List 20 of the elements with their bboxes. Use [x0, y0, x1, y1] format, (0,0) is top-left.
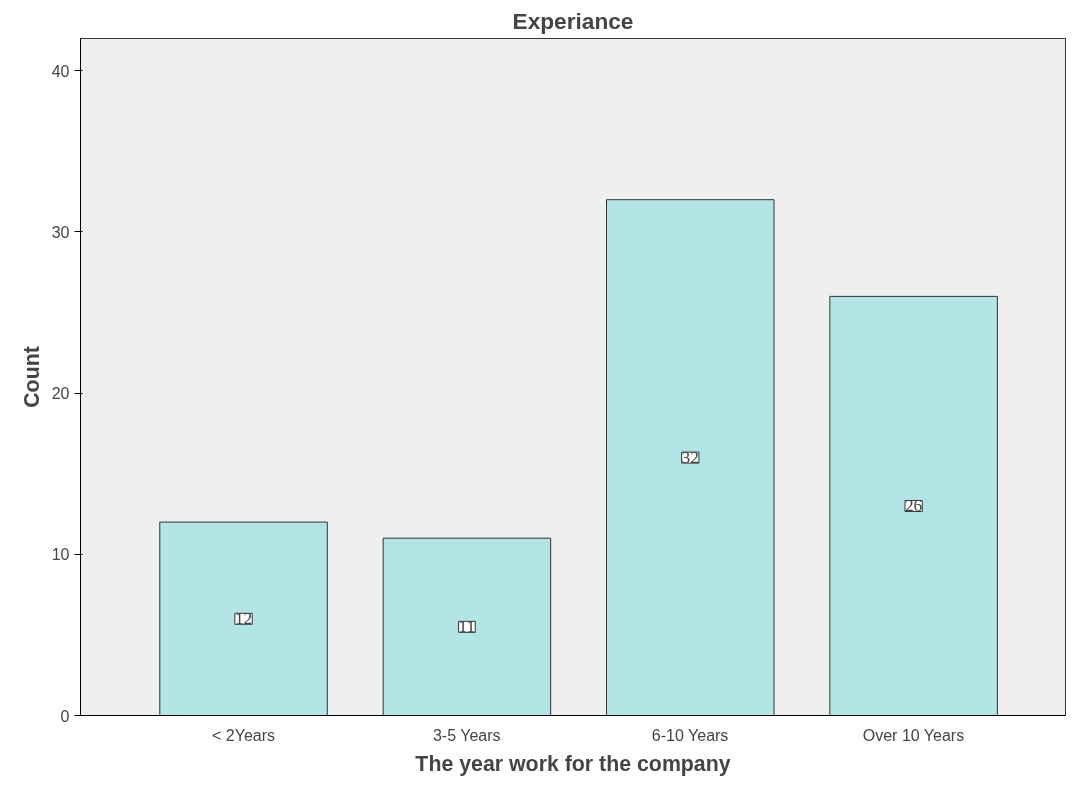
x-tick-label: < 2Years	[212, 726, 276, 744]
chart-title: Experiance	[512, 7, 634, 34]
y-tick-label: 40	[51, 62, 70, 80]
x-tick-label: 3-5 Years	[432, 726, 501, 744]
x-tick-label: Over 10 Years	[862, 726, 965, 744]
y-axis-title: Count	[19, 346, 44, 408]
y-tick-label: 0	[60, 707, 70, 725]
x-tick-label: 6-10 Years	[651, 726, 729, 744]
x-axis-title: The year work for the company	[415, 751, 731, 776]
data-label: 26	[904, 496, 923, 516]
bar	[606, 199, 775, 716]
y-tick-label: 10	[51, 546, 70, 564]
y-tick-label: 20	[51, 385, 70, 403]
bar	[829, 295, 998, 716]
data-label: 12	[234, 609, 253, 629]
data-label: 32	[681, 448, 699, 468]
bar	[159, 521, 328, 716]
data-label: 11	[458, 617, 476, 637]
y-tick-label: 30	[51, 223, 70, 241]
bar	[382, 537, 552, 716]
